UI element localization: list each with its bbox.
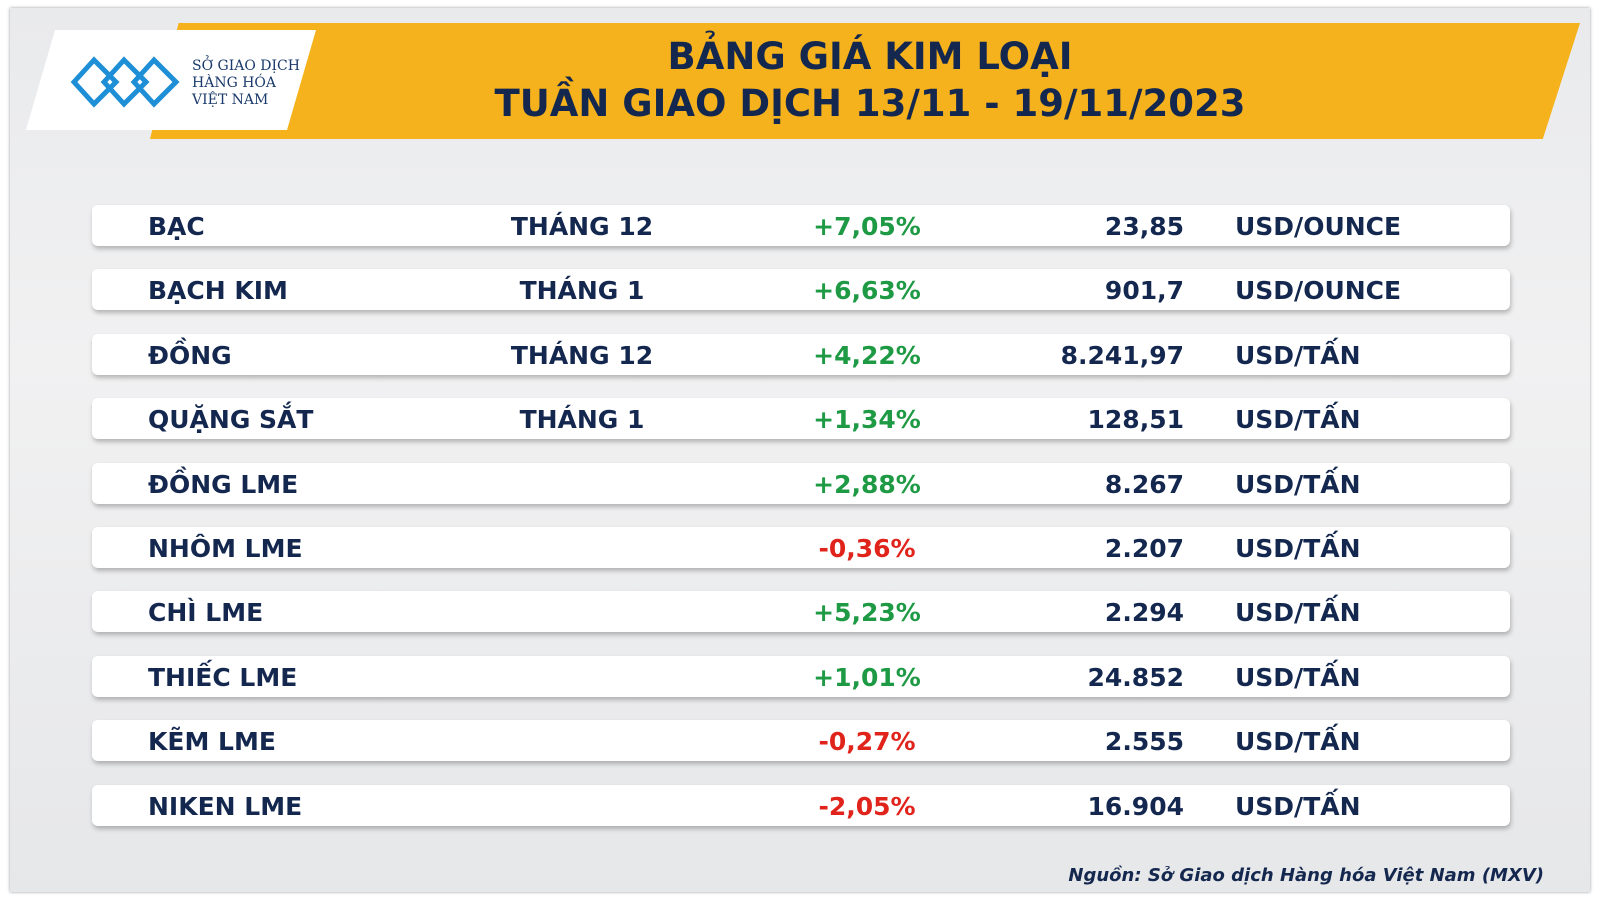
weekly-change: +7,05% (813, 212, 921, 241)
unit: USD/TẤN (1235, 727, 1361, 757)
table-row: NIKEN LME -2,05% 16.904 USD/TẤN (92, 784, 1510, 826)
contract-month: THÁNG 12 (510, 340, 654, 370)
frame: SỞ GIAO DỊCH HÀNG HÓA VIỆT NAM BẢNG GIÁ … (10, 8, 1590, 892)
table-row: BẠCH KIM THÁNG 1 +6,63% 901,7 USD/OUNCE (92, 269, 1510, 311)
weekly-change: +4,22% (813, 340, 921, 370)
metal-name: CHÌ LME (148, 598, 264, 628)
weekly-change: -2,05% (818, 791, 916, 821)
unit: USD/TẤN (1235, 598, 1361, 628)
unit: USD/OUNCE (1235, 276, 1402, 306)
weekly-change: +1,01% (813, 662, 921, 692)
unit: USD/TẤN (1235, 340, 1361, 370)
source: Nguồn: Sở Giao dịch Hàng hóa Việt Nam (M… (1068, 865, 1544, 886)
contract-month: THÁNG 1 (519, 276, 645, 306)
unit: USD/TẤN (1235, 791, 1361, 821)
weekly-change: -0,27% (818, 727, 916, 757)
price: 8.241,97 (1060, 340, 1184, 370)
logo-text: SỞ GIAO DỊCH (192, 58, 300, 74)
contract-month: THÁNG 1 (519, 405, 645, 435)
table-row: ĐỒNG THÁNG 12 +4,22% 8.241,97 USD/TẤN (92, 333, 1510, 375)
metal-name: KẼM LME (148, 727, 276, 757)
title: BẢNG GIÁ KIM LOẠI (667, 35, 1073, 78)
unit: USD/TẤN (1235, 662, 1361, 692)
metal-name: THIẾC LME (148, 662, 298, 692)
table-row: NHÔM LME -0,36% 2.207 USD/TẤN (92, 527, 1510, 568)
table-row: QUẶNG SẮT THÁNG 1 +1,34% 128,51 USD/TẤN (92, 398, 1510, 440)
logo-text: HÀNG HÓA (192, 75, 276, 91)
unit: USD/TẤN (1235, 534, 1361, 563)
price: 128,51 (1087, 405, 1184, 435)
price: 901,7 (1104, 276, 1184, 306)
weekly-change: +2,88% (813, 469, 921, 499)
table-row: THIẾC LME +1,01% 24.852 USD/TẤN (92, 655, 1510, 697)
table-row: BẠC THÁNG 12 +7,05% 23,85 USD/OUNCE (92, 205, 1510, 246)
subtitle: TUẦN GIAO DỊCH 13/11 - 19/11/2023 (494, 82, 1246, 125)
table-row: CHÌ LME +5,23% 2.294 USD/TẤN (92, 591, 1510, 633)
unit: USD/TẤN (1235, 405, 1361, 435)
metal-name: BẠCH KIM (148, 276, 288, 306)
metal-name: ĐỒNG (148, 340, 232, 370)
metal-name: ĐỒNG LME (148, 469, 299, 499)
weekly-change: -0,36% (818, 534, 916, 563)
metal-name: QUẶNG SẮT (148, 405, 314, 435)
logo: SỞ GIAO DỊCH HÀNG HÓA VIỆT NAM (26, 30, 316, 130)
contract-month: THÁNG 12 (510, 212, 654, 241)
table-row: KẼM LME -0,27% 2.555 USD/TẤN (92, 720, 1510, 762)
price: 2.294 (1104, 598, 1184, 628)
header-band (150, 23, 1580, 139)
price: 16.904 (1087, 791, 1184, 821)
logo-text: VIỆT NAM (192, 92, 269, 108)
price: 24.852 (1087, 662, 1184, 692)
weekly-change: +6,63% (813, 276, 921, 306)
table-row: ĐỒNG LME +2,88% 8.267 USD/TẤN (92, 462, 1510, 504)
metal-name: BẠC (148, 212, 205, 241)
weekly-change: +5,23% (813, 598, 921, 628)
logo-mark (70, 56, 180, 108)
metal-name: NIKEN LME (148, 791, 303, 821)
weekly-change: +1,34% (813, 405, 921, 435)
price: 8.267 (1104, 469, 1184, 499)
unit: USD/TẤN (1235, 469, 1361, 499)
price: 23,85 (1104, 212, 1184, 241)
metal-name: NHÔM LME (148, 534, 303, 563)
price: 2.555 (1104, 727, 1184, 757)
price: 2.207 (1104, 534, 1184, 563)
unit: USD/OUNCE (1235, 212, 1402, 241)
